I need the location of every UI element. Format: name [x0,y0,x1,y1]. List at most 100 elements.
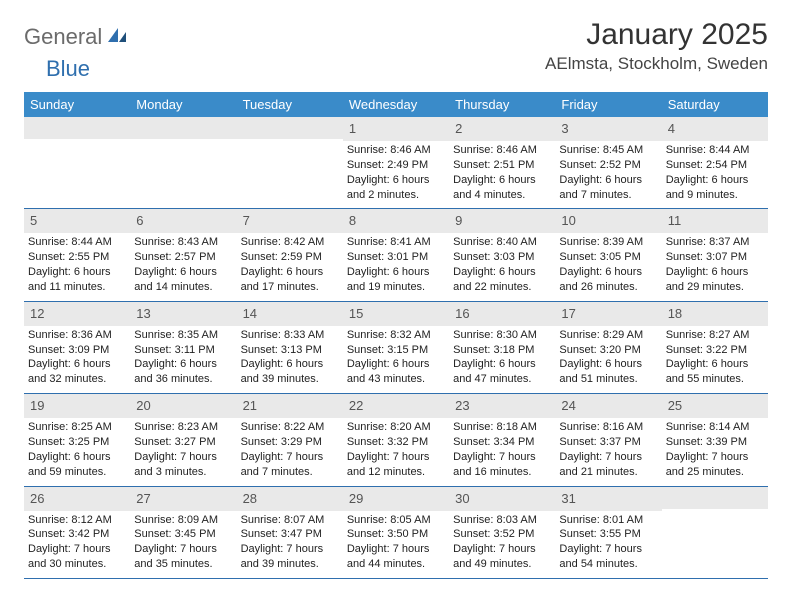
day-detail-line: Sunset: 3:01 PM [347,250,445,265]
day-detail-line: and 11 minutes. [28,280,126,295]
day-detail-line: Sunrise: 8:39 AM [559,235,657,250]
day-detail-line: Sunset: 3:25 PM [28,435,126,450]
day-detail-line: Sunset: 3:50 PM [347,527,445,542]
day-detail-line: Sunrise: 8:25 AM [28,420,126,435]
day-cell: 14Sunrise: 8:33 AMSunset: 3:13 PMDayligh… [237,302,343,394]
week-row: 1 Sunrise: 8:46 AMSunset: 2:49 PM Daylight… [24,117,768,209]
day-detail-line: Daylight: 6 hours [28,450,126,465]
day-number: 30 [455,491,469,506]
day-number-row: 14 [237,302,343,326]
day-details: Sunrise: 8:12 AMSunset: 3:42 PMDaylight:… [28,513,126,572]
location-subtitle: AElmsta, Stockholm, Sweden [545,54,768,74]
day-cell: 22Sunrise: 8:20 AMSunset: 3:32 PMDayligh… [343,394,449,486]
day-detail-line: and 25 minutes. [666,465,764,480]
day-cell: 15 Sunrise: 8:32 AMSunset: 3:15 PMDayligh… [343,302,449,394]
day-detail-line: Sunset: 3:55 PM [559,527,657,542]
week-row: 5Sunrise: 8:44 AMSunset: 2:55 PMDaylight… [24,209,768,301]
day-detail-line: Sunset: 3:27 PM [134,435,232,450]
day-detail-line: Sunrise: 8:40 AM [453,235,551,250]
day-cell: 6Sunrise: 8:43 AMSunset: 2:57 PMDaylight… [130,209,236,301]
day-number-row: 3 [555,117,661,141]
day-number: 6 [136,213,143,228]
day-number: 24 [561,398,575,413]
logo-text-general: General [24,24,102,50]
day-detail-line: Daylight: 6 hours [666,357,764,372]
day-details: Sunrise: 8:41 AMSunset: 3:01 PMDaylight:… [347,235,445,294]
week-row: 26 Sunrise: 8:12 AMSunset: 3:42 PMDayligh… [24,487,768,579]
day-detail-line: Sunset: 3:03 PM [453,250,551,265]
day-number: 15 [349,306,363,321]
day-detail-line: Daylight: 6 hours [134,265,232,280]
day-number-row: 4 [662,117,768,141]
dow-monday: Monday [130,92,236,117]
day-details: Sunrise: 8:29 AMSunset: 3:20 PMDaylight:… [559,328,657,387]
dow-wednesday: Wednesday [343,92,449,117]
day-of-week-header: Sunday Monday Tuesday Wednesday Thursday… [24,92,768,117]
logo-sail-icon [106,26,128,49]
day-number-row: 10 [555,209,661,233]
day-number-row: 28 [237,487,343,511]
day-detail-line: and 16 minutes. [453,465,551,480]
day-details: Sunrise: 8:39 AMSunset: 3:05 PMDaylight:… [559,235,657,294]
day-number: 1 [349,121,356,136]
day-detail-line: Daylight: 6 hours [134,357,232,372]
day-cell: 29Sunrise: 8:05 AMSunset: 3:50 PMDayligh… [343,487,449,579]
day-detail-line: Daylight: 7 hours [666,450,764,465]
day-number: 10 [561,213,575,228]
day-number-row: 17 [555,302,661,326]
day-details: Sunrise: 8:09 AMSunset: 3:45 PMDaylight:… [134,513,232,572]
day-detail-line: Sunset: 2:52 PM [559,158,657,173]
day-details: Sunrise: 8:40 AMSunset: 3:03 PMDaylight:… [453,235,551,294]
day-detail-line: Sunrise: 8:44 AM [28,235,126,250]
day-number: 31 [561,491,575,506]
day-cell [24,117,130,209]
day-cell: 18Sunrise: 8:27 AMSunset: 3:22 PMDayligh… [662,302,768,394]
day-details: Sunrise: 8:20 AMSunset: 3:32 PMDaylight:… [347,420,445,479]
day-detail-line: Daylight: 6 hours [666,173,764,188]
day-cell: 16Sunrise: 8:30 AMSunset: 3:18 PMDayligh… [449,302,555,394]
day-detail-line: Sunrise: 8:42 AM [241,235,339,250]
day-detail-line: and 54 minutes. [559,557,657,572]
day-detail-line: Sunset: 3:29 PM [241,435,339,450]
day-number-row: 11 [662,209,768,233]
day-cell: 11Sunrise: 8:37 AMSunset: 3:07 PMDayligh… [662,209,768,301]
day-detail-line: Sunset: 3:05 PM [559,250,657,265]
day-cell: 28Sunrise: 8:07 AMSunset: 3:47 PMDayligh… [237,487,343,579]
day-detail-line: Sunrise: 8:36 AM [28,328,126,343]
day-detail-line: Sunset: 2:49 PM [347,158,445,173]
day-cell: 31Sunrise: 8:01 AMSunset: 3:55 PMDayligh… [555,487,661,579]
month-title: January 2025 [545,18,768,52]
day-detail-line: Sunrise: 8:37 AM [666,235,764,250]
day-detail-line: Sunrise: 8:46 AM [347,143,445,158]
day-detail-line: Sunrise: 8:29 AM [559,328,657,343]
day-number-row: 2 [449,117,555,141]
day-detail-line: Sunset: 3:07 PM [666,250,764,265]
day-number-row: 8 [343,209,449,233]
day-detail-line: Sunset: 3:18 PM [453,343,551,358]
day-detail-line: Sunset: 2:57 PM [134,250,232,265]
day-number-row: 22 [343,394,449,418]
day-number: 29 [349,491,363,506]
day-detail-line: Sunset: 3:45 PM [134,527,232,542]
day-number: 5 [30,213,37,228]
calendar-grid: Sunday Monday Tuesday Wednesday Thursday… [24,92,768,579]
day-number: 26 [30,491,44,506]
day-number-row: 6 [130,209,236,233]
day-cell: 20Sunrise: 8:23 AMSunset: 3:27 PMDayligh… [130,394,236,486]
day-number-row: 5 [24,209,130,233]
day-detail-line: Daylight: 7 hours [453,542,551,557]
day-cell: 2Sunrise: 8:46 AMSunset: 2:51 PMDaylight… [449,117,555,209]
logo-text-blue: Blue [46,56,90,81]
day-number-row: 26 [24,487,130,511]
day-detail-line: and 7 minutes. [559,188,657,203]
week-row: 12Sunrise: 8:36 AMSunset: 3:09 PMDayligh… [24,302,768,394]
day-detail-line: Sunrise: 8:07 AM [241,513,339,528]
day-details: Sunrise: 8:46 AMSunset: 2:51 PMDaylight:… [453,143,551,202]
day-detail-line: and 14 minutes. [134,280,232,295]
day-number: 23 [455,398,469,413]
day-details: Sunrise: 8:32 AMSunset: 3:15 PMDaylight:… [347,328,445,387]
day-cell: 30Sunrise: 8:03 AMSunset: 3:52 PMDayligh… [449,487,555,579]
day-cell: 12Sunrise: 8:36 AMSunset: 3:09 PMDayligh… [24,302,130,394]
day-cell: 7Sunrise: 8:42 AMSunset: 2:59 PMDaylight… [237,209,343,301]
dow-thursday: Thursday [449,92,555,117]
